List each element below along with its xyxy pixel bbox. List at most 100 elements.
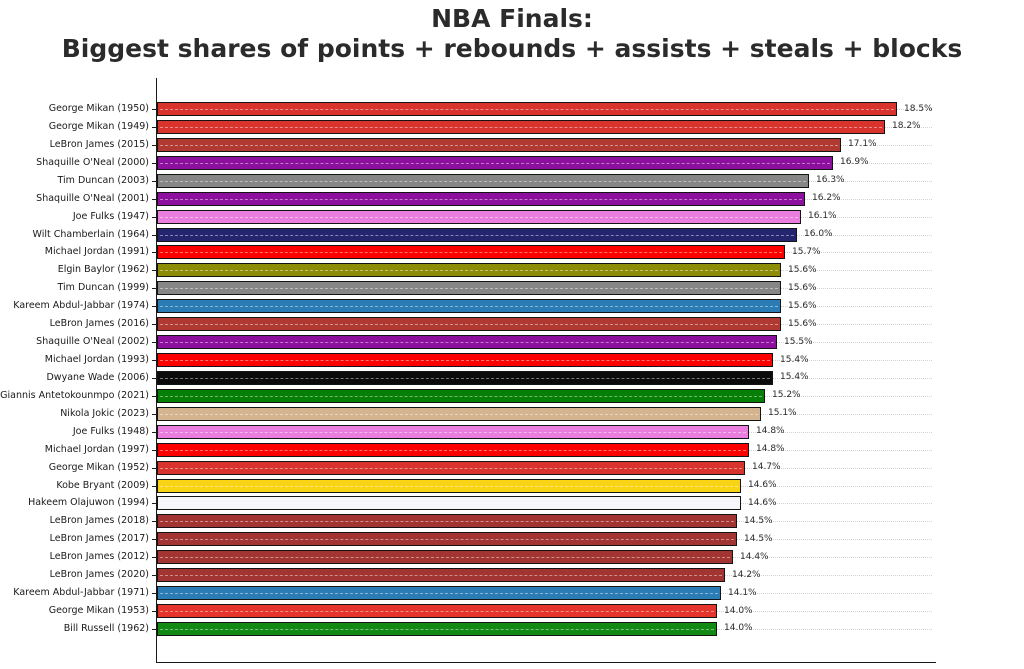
bar-gridline-overlay [160,503,738,505]
bar-gridline-overlay [160,180,806,182]
y-axis-tick [152,252,156,254]
gridline [833,162,932,164]
gridline [717,611,932,613]
y-tick-label: LeBron James (2015) [49,138,149,150]
y-tick-label: Kobe Bryant (2009) [56,479,149,491]
gridline [761,413,932,415]
bar-gridline-overlay [160,485,738,487]
y-axis-tick [152,126,156,128]
y-axis-tick [152,162,156,164]
bar-gridline-overlay [160,575,722,577]
gridline [809,180,932,182]
gridline [741,485,932,487]
bar-value-label: 18.2% [892,121,921,132]
gridline [781,270,932,272]
y-tick-label: Shaquille O'Neal (2000) [36,156,149,168]
chart-title-line2: Biggest shares of points + rebounds + as… [61,34,963,63]
bar [157,370,773,385]
bar-gridline-overlay [160,324,778,326]
gridline [721,593,932,595]
y-tick-label: Shaquille O'Neal (2002) [36,336,149,348]
y-axis-tick [152,360,156,362]
bar-gridline-overlay [160,109,894,110]
y-tick-label: George Mikan (1953) [48,605,149,617]
y-axis-tick [152,198,156,200]
bar [157,514,737,529]
bar-gridline-overlay [160,198,802,200]
bar-value-label: 14.7% [752,462,781,473]
y-tick-label: LeBron James (2012) [49,551,149,563]
y-axis-tick [152,216,156,218]
bar-value-label: 18.5% [904,103,933,114]
bar [157,604,717,619]
y-axis-tick [152,449,156,451]
gridline [777,342,932,344]
bar-gridline-overlay [160,557,730,559]
y-tick-label: Dwyane Wade (2006) [46,371,149,383]
bar [157,102,897,116]
bar-value-label: 15.6% [788,282,817,293]
y-tick-label: LeBron James (2020) [49,569,149,581]
bar-gridline-overlay [160,628,714,630]
gridline [885,126,932,128]
bar-value-label: 15.6% [788,300,817,311]
gridline [805,198,932,200]
bar-value-label: 17.1% [848,139,877,150]
bar [157,173,809,188]
y-tick-label: Bill Russell (1962) [63,622,149,634]
y-tick-label: Tim Duncan (2003) [57,174,149,186]
y-axis-tick [152,557,156,559]
bar-value-label: 15.1% [768,408,797,419]
y-axis-tick [152,180,156,182]
y-tick-label: Giannis Antetokounmpo (2021) [0,389,149,401]
y-axis-tick [152,288,156,290]
gridline [733,557,932,559]
y-tick-label: Tim Duncan (1999) [57,282,149,294]
bar-gridline-overlay [160,126,882,128]
y-tick-label: Michael Jordan (1991) [44,246,149,258]
y-tick-label: LeBron James (2016) [49,318,149,330]
y-tick-label: Hakeem Olajuwon (1994) [28,497,149,509]
bar-value-label: 16.9% [840,157,869,168]
y-tick-label: LeBron James (2018) [49,515,149,527]
bar-gridline-overlay [160,539,734,541]
bar [157,442,749,457]
y-axis-tick [152,234,156,236]
bar-gridline-overlay [160,252,782,254]
y-axis-tick [152,270,156,272]
bar [157,317,781,332]
y-axis-tick [152,503,156,505]
bar-gridline-overlay [160,611,714,613]
y-tick-label: Michael Jordan (1993) [44,354,149,366]
bar-value-label: 15.5% [784,336,813,347]
y-tick-label: Michael Jordan (1997) [44,443,149,455]
y-tick-label: Shaquille O'Neal (2001) [36,192,149,204]
bar [157,299,781,314]
y-tick-label: Kareem Abdul-Jabbar (1974) [13,300,149,312]
bar [157,119,885,134]
bar-gridline-overlay [160,162,830,164]
bar [157,209,801,224]
bar-value-label: 16.2% [812,193,841,204]
bar [157,568,725,583]
bar [157,460,745,475]
gridline [745,467,932,469]
bar-value-label: 14.2% [732,569,761,580]
gridline [781,324,932,326]
bar-value-label: 16.3% [816,175,845,186]
gridline [749,431,932,433]
y-tick-label: Joe Fulks (1947) [72,210,149,222]
y-axis-tick [152,467,156,469]
bar-gridline-overlay [160,395,762,397]
bar [157,263,781,278]
bar [157,137,841,152]
bar-value-label: 14.6% [748,480,777,491]
y-axis-tick [152,575,156,577]
y-axis-tick [152,628,156,630]
y-axis-tick [152,377,156,379]
bar-value-label: 14.1% [728,587,757,598]
bar [157,353,773,368]
bar-value-label: 14.4% [740,551,769,562]
gridline [773,360,932,362]
chart-title-line1: NBA Finals: [431,4,593,33]
